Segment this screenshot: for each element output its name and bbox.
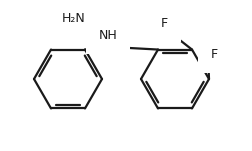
Text: NH: NH (98, 29, 117, 42)
Text: F: F (210, 48, 217, 61)
Text: F: F (160, 16, 168, 29)
Text: H₂N: H₂N (62, 11, 86, 24)
